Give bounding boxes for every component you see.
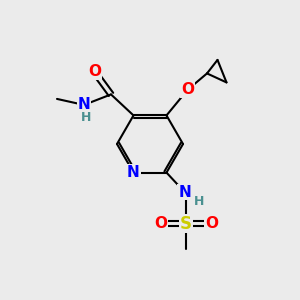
Text: O: O [154,216,167,231]
Text: H: H [194,195,204,208]
Text: N: N [78,98,90,112]
Text: H: H [81,111,92,124]
Text: S: S [180,214,192,232]
Text: N: N [178,184,191,200]
Text: N: N [127,165,140,180]
Text: O: O [205,216,218,231]
Text: O: O [181,82,194,98]
Text: O: O [88,64,101,80]
